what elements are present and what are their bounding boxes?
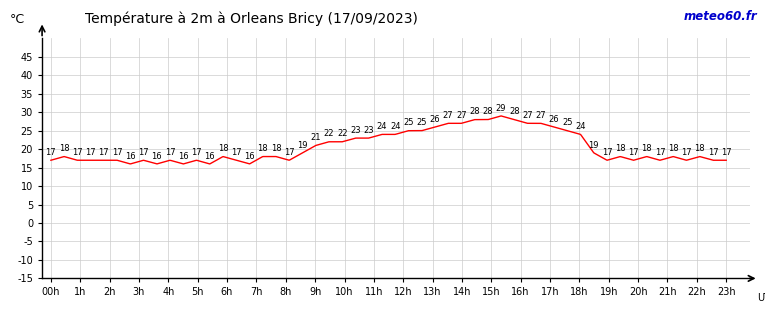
Text: 19: 19 — [298, 140, 308, 149]
Text: 17: 17 — [112, 148, 122, 157]
Text: 18: 18 — [641, 144, 652, 153]
Text: 17: 17 — [164, 148, 175, 157]
Text: 25: 25 — [416, 118, 427, 127]
Text: 17: 17 — [284, 148, 295, 157]
Text: 17: 17 — [628, 148, 639, 157]
Text: 23: 23 — [363, 126, 374, 135]
Text: 16: 16 — [125, 152, 135, 161]
Text: meteo60.fr: meteo60.fr — [684, 10, 757, 23]
Text: 18: 18 — [271, 144, 282, 153]
Text: UTC: UTC — [757, 292, 765, 303]
Text: 25: 25 — [403, 118, 414, 127]
Text: 17: 17 — [99, 148, 109, 157]
Text: 26: 26 — [549, 115, 559, 124]
Text: 17: 17 — [191, 148, 202, 157]
Text: 16: 16 — [244, 152, 255, 161]
Text: °C: °C — [10, 13, 25, 26]
Text: 16: 16 — [204, 152, 215, 161]
Text: 21: 21 — [311, 133, 321, 142]
Text: 22: 22 — [324, 130, 334, 139]
Text: 23: 23 — [350, 126, 361, 135]
Text: 27: 27 — [443, 111, 454, 120]
Text: 16: 16 — [151, 152, 162, 161]
Text: 18: 18 — [615, 144, 626, 153]
Text: 26: 26 — [430, 115, 440, 124]
Text: 18: 18 — [218, 144, 228, 153]
Text: 18: 18 — [668, 144, 679, 153]
Text: 17: 17 — [138, 148, 149, 157]
Text: 17: 17 — [602, 148, 612, 157]
Text: 28: 28 — [509, 107, 519, 116]
Text: 19: 19 — [588, 140, 599, 149]
Text: 16: 16 — [178, 152, 189, 161]
Text: 27: 27 — [522, 111, 533, 120]
Text: 29: 29 — [496, 104, 506, 113]
Text: 28: 28 — [483, 107, 493, 116]
Text: 24: 24 — [376, 122, 387, 131]
Text: 22: 22 — [337, 130, 347, 139]
Text: 27: 27 — [536, 111, 546, 120]
Text: 18: 18 — [695, 144, 705, 153]
Text: 17: 17 — [681, 148, 692, 157]
Text: 18: 18 — [59, 144, 70, 153]
Text: 24: 24 — [390, 122, 400, 131]
Text: 17: 17 — [721, 148, 731, 157]
Text: 28: 28 — [469, 107, 480, 116]
Text: 18: 18 — [258, 144, 268, 153]
Text: 17: 17 — [655, 148, 666, 157]
Text: Température à 2m à Orleans Bricy (17/09/2023): Température à 2m à Orleans Bricy (17/09/… — [84, 12, 418, 26]
Text: 17: 17 — [231, 148, 242, 157]
Text: 24: 24 — [575, 122, 586, 131]
Text: 17: 17 — [85, 148, 96, 157]
Text: 17: 17 — [708, 148, 718, 157]
Text: 27: 27 — [456, 111, 467, 120]
Text: 17: 17 — [46, 148, 56, 157]
Text: 17: 17 — [72, 148, 83, 157]
Text: 25: 25 — [562, 118, 572, 127]
